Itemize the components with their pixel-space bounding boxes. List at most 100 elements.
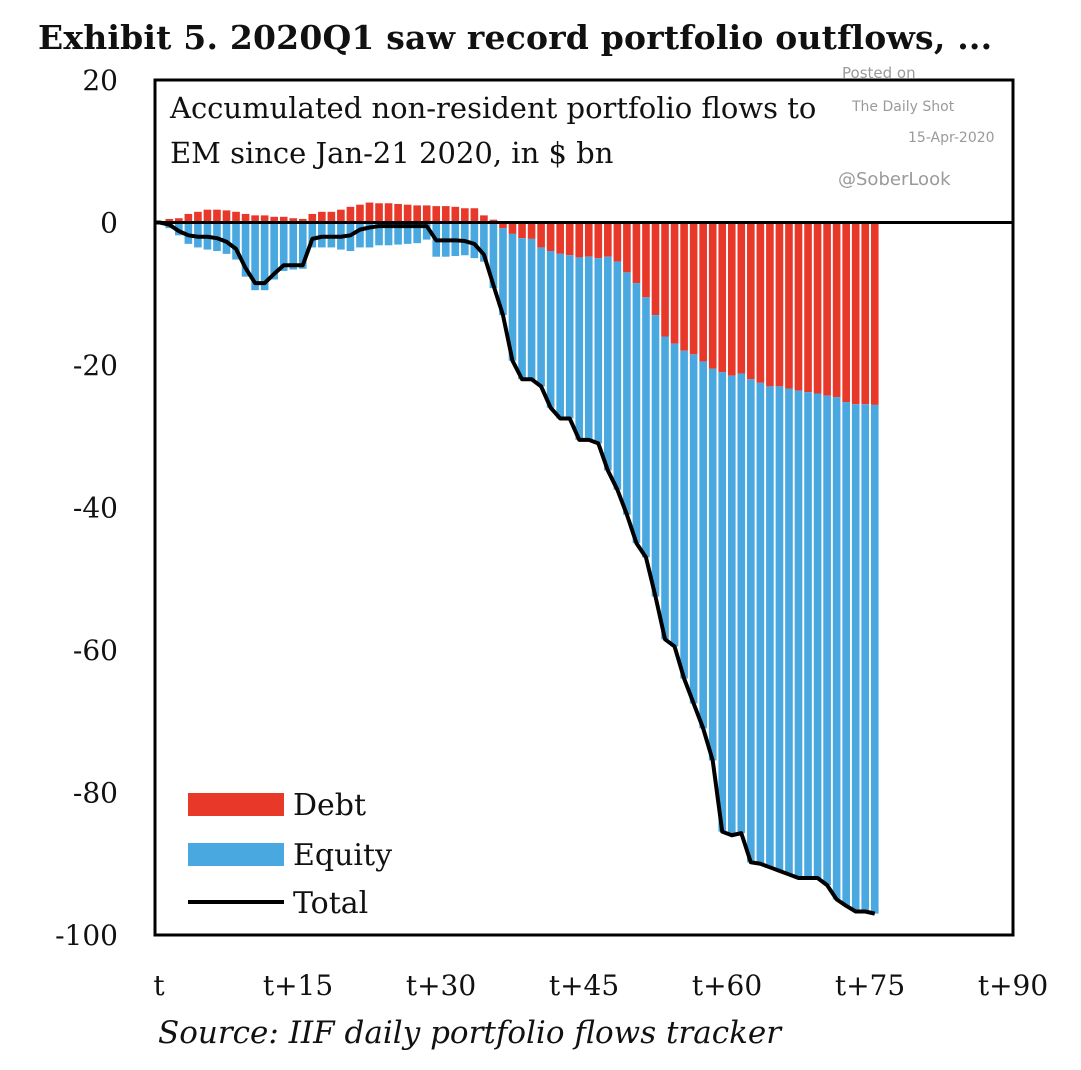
chart-title: Exhibit 5. 2020Q1 saw record portfolio o… (38, 18, 993, 57)
equity-bar (861, 404, 870, 912)
debt-bar (403, 204, 412, 223)
equity-bar (356, 222, 364, 248)
debt-bar (642, 222, 650, 298)
debt-bar (289, 218, 298, 223)
debt-bar (413, 205, 421, 223)
equity-bar (832, 397, 841, 900)
chart-subtitle-line-1: Accumulated non-resident portfolio flows… (169, 91, 816, 125)
equity-bar (384, 222, 393, 246)
debt-bar (823, 222, 831, 396)
equity-bar (289, 222, 298, 270)
debt-bar (308, 213, 317, 223)
legend-debt-label: Debt (293, 788, 366, 823)
y-tick-label: -20 (73, 349, 118, 382)
debt-bar (327, 211, 336, 223)
y-tick-label: -60 (73, 634, 118, 667)
x-tick-label: t+60 (692, 969, 762, 1002)
equity-bar (413, 222, 421, 244)
equity-bar (604, 256, 612, 471)
debt-bar (175, 218, 183, 223)
x-tick-label: t+75 (835, 969, 905, 1002)
equity-bar (499, 228, 507, 316)
equity-bar (394, 222, 402, 245)
debt-bar (842, 222, 850, 403)
debt-bar (680, 222, 688, 351)
debt-bar (537, 222, 545, 248)
equity-bar (661, 336, 669, 640)
debt-bar (260, 215, 269, 223)
x-axis: t t+15 t+30 t+45 t+60 t+75 t+90 (153, 969, 1048, 1002)
debt-bar (527, 222, 536, 239)
debt-bar (604, 222, 612, 257)
debt-bar (337, 209, 345, 223)
source-note: Source: IIF daily portfolio flows tracke… (158, 1015, 782, 1051)
equity-bar (470, 222, 479, 259)
equity-bar (851, 404, 860, 912)
debt-bar (203, 209, 212, 223)
equity-bar (489, 222, 498, 289)
equity-bar (813, 393, 822, 878)
debt-bar (651, 222, 660, 316)
debt-bar (365, 202, 374, 223)
equity-bar (689, 354, 698, 704)
debt-bar (394, 203, 402, 223)
equity-bar (766, 386, 774, 868)
equity-bar (642, 297, 650, 558)
equity-bar (670, 343, 679, 647)
equity-bar (575, 257, 584, 440)
equity-bar (775, 386, 784, 871)
debt-bar (804, 222, 812, 393)
chart-subtitle-line-2: EM since Jan-21 2020, in $ bn (170, 136, 613, 170)
y-axis: 20 0 -20 -40 -60 -80 -100 (55, 64, 118, 952)
total-line (155, 220, 876, 916)
x-tick-label: t+30 (406, 969, 476, 1002)
equity-bar (241, 222, 250, 277)
equity-bar (747, 379, 755, 863)
debt-bar (346, 206, 355, 223)
debt-bar (766, 222, 774, 387)
x-tick-label: t+90 (978, 969, 1048, 1002)
equity-bar (480, 222, 488, 262)
debt-bar (861, 222, 870, 405)
debt-bar (384, 203, 393, 223)
debt-bar (632, 222, 641, 284)
equity-bar (699, 361, 707, 729)
x-tick-label: t (153, 969, 165, 1002)
debt-bar (594, 222, 603, 259)
watermark-date: 15-Apr-2020 (908, 130, 995, 146)
debt-bar (279, 216, 288, 223)
equity-bar (403, 222, 412, 244)
debt-bar (718, 222, 727, 373)
equity-bar (632, 283, 641, 544)
debt-bar (785, 222, 793, 389)
debt-bar (499, 222, 507, 229)
y-tick-label: 0 (100, 207, 118, 240)
legend-equity-label: Equity (293, 838, 392, 873)
debt-bar (813, 222, 822, 394)
debt-bar (461, 208, 469, 223)
equity-bar (251, 222, 259, 291)
equity-bar (842, 402, 850, 906)
debt-bar (356, 204, 364, 223)
debt-bar (623, 222, 631, 273)
equity-bar (375, 222, 383, 246)
debt-bar (708, 222, 717, 369)
equity-bar (823, 395, 831, 886)
debt-bar (699, 222, 707, 362)
equity-bar (365, 222, 374, 248)
legend-debt-swatch (188, 793, 284, 816)
total-line-layer (155, 220, 876, 916)
debt-bar (794, 222, 803, 391)
equity-bar (594, 258, 603, 444)
debt-bar (870, 222, 879, 405)
debt-bar (480, 215, 488, 223)
equity-bar (537, 247, 545, 387)
debt-bar (518, 222, 526, 239)
equity-bar (232, 222, 240, 260)
y-tick-label: -100 (55, 919, 118, 952)
debt-bar (194, 211, 202, 223)
y-tick-label: 20 (82, 64, 118, 97)
equity-bar (527, 238, 536, 380)
equity-bar (727, 375, 736, 836)
